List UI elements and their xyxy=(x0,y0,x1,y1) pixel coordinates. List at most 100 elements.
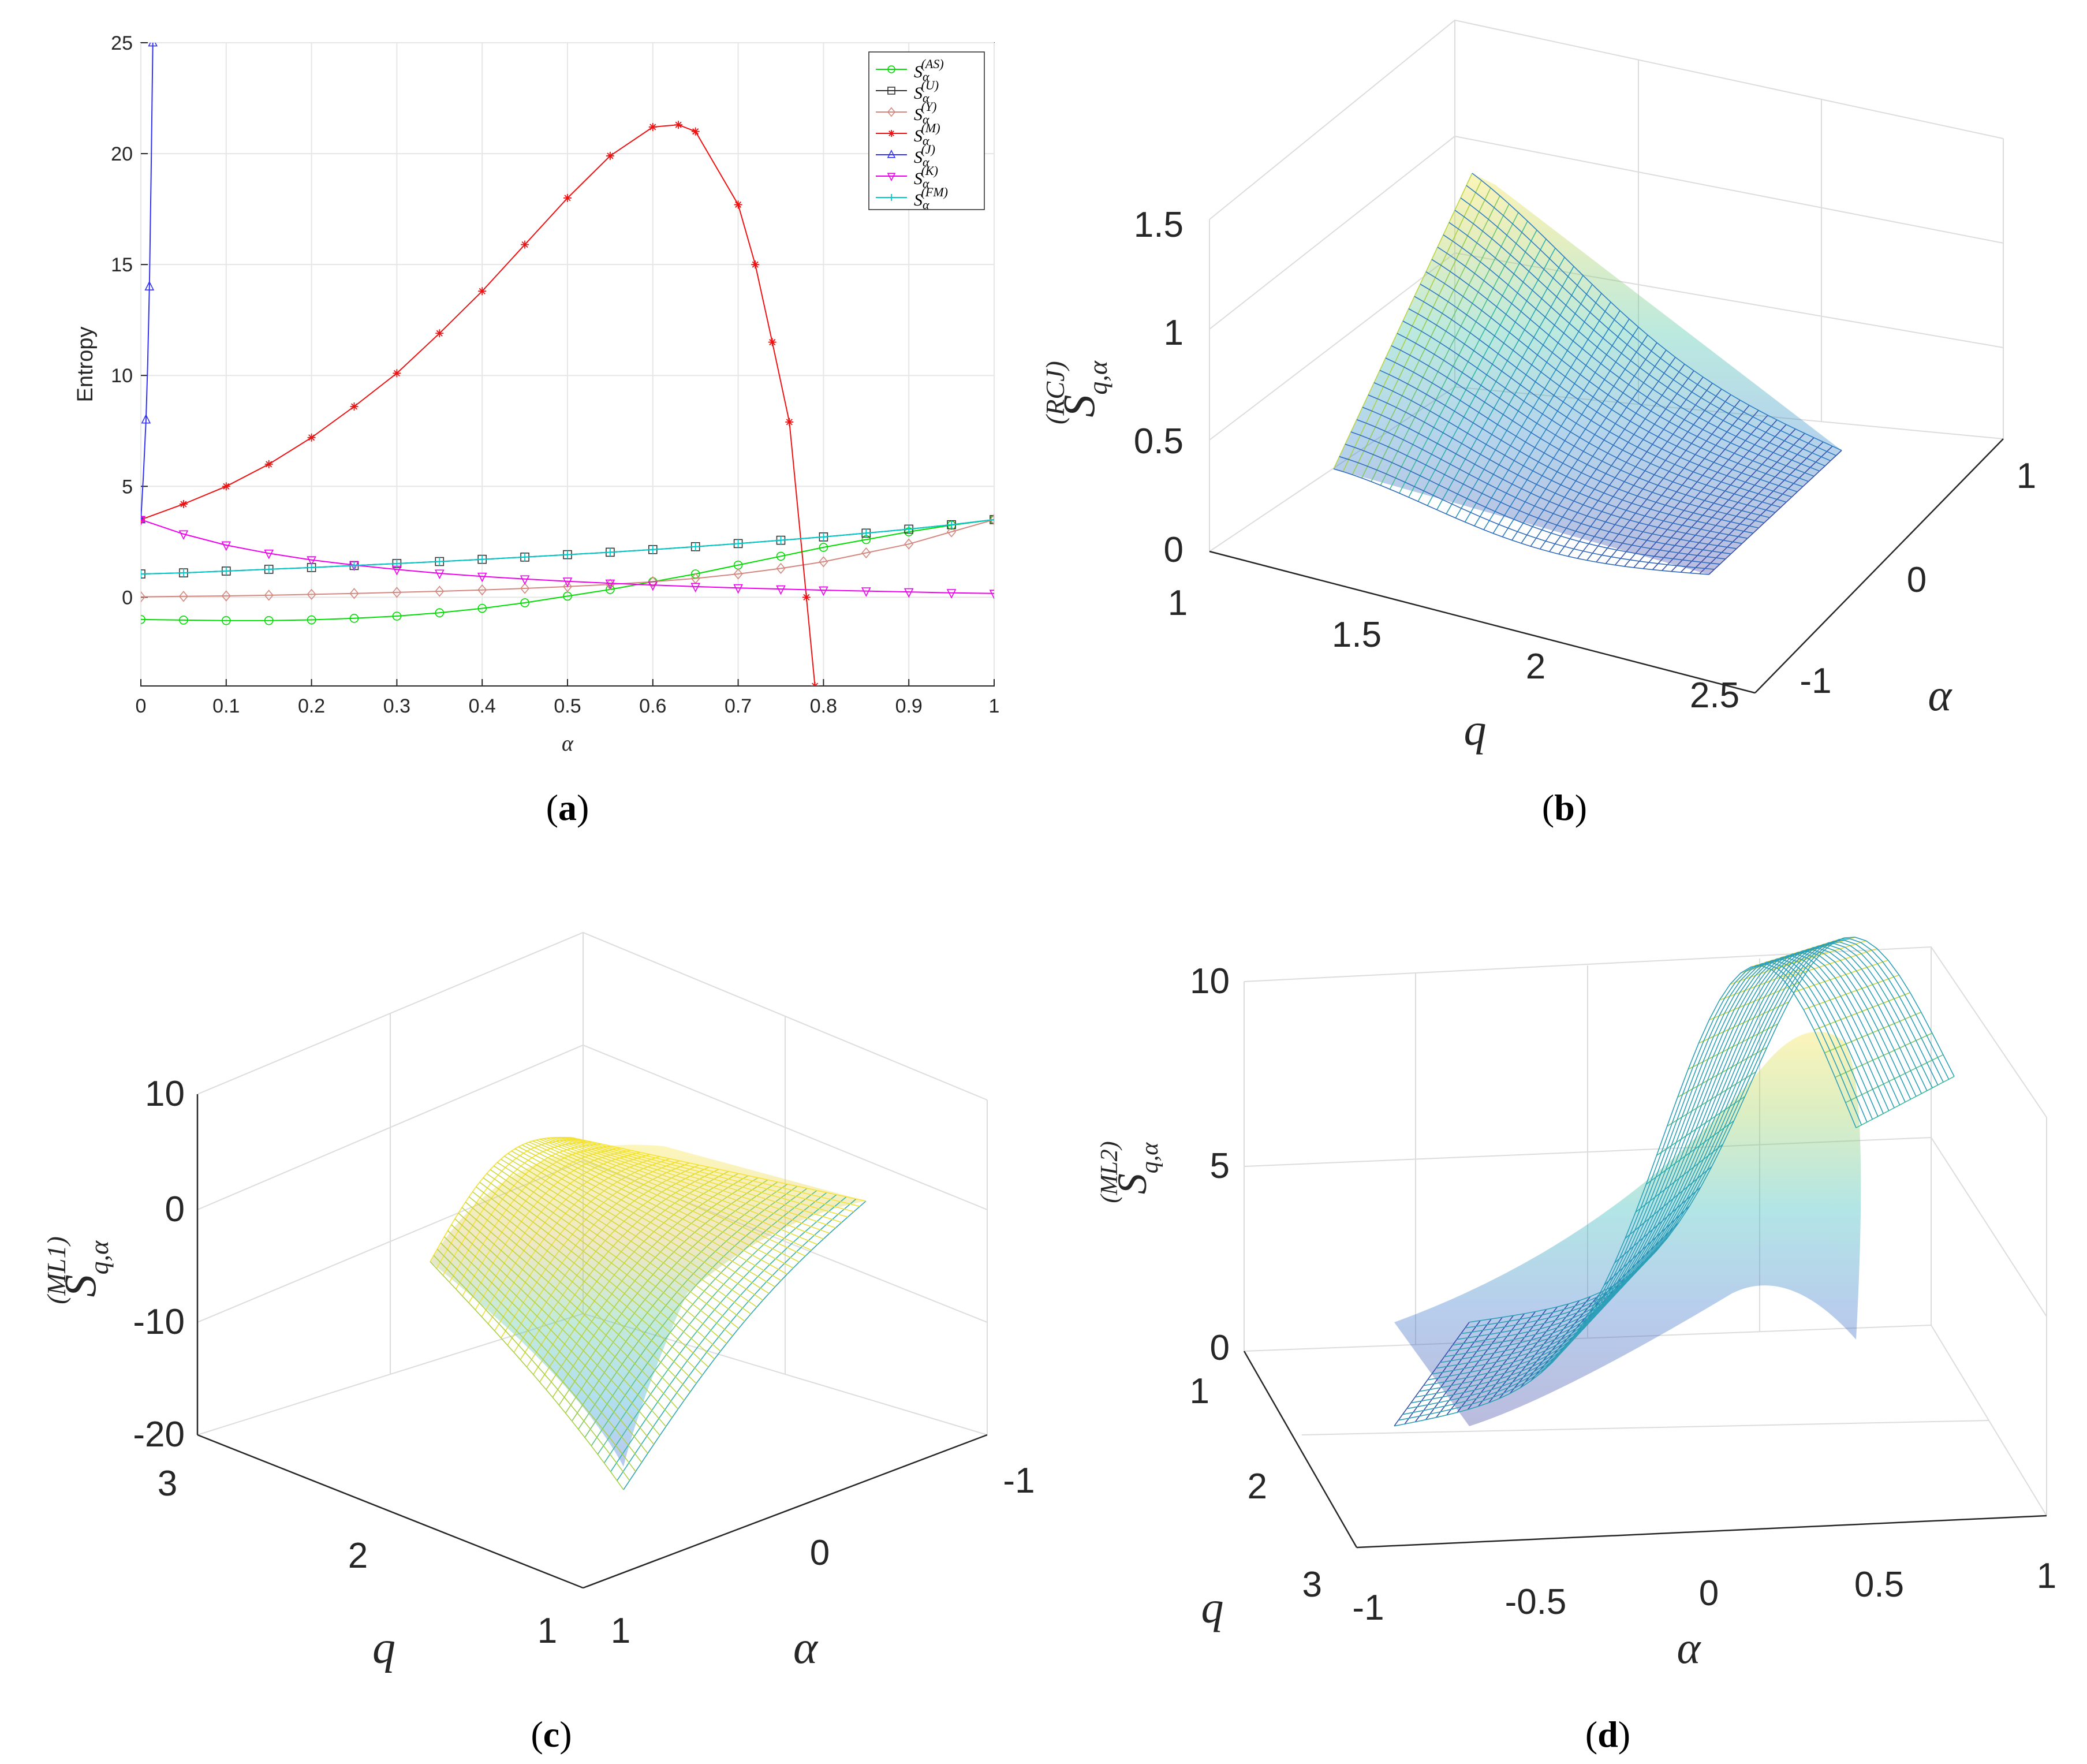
mesh-line-v xyxy=(468,1196,691,1393)
mesh-line-v xyxy=(1414,296,1787,503)
data-point xyxy=(768,338,776,346)
data-point xyxy=(904,588,914,598)
z-tick-d-0: 0 xyxy=(1210,1328,1230,1368)
data-point xyxy=(144,281,155,290)
data-point xyxy=(648,576,658,588)
mesh-line-v xyxy=(1454,210,1825,467)
alpha-tick-c-0: 1 xyxy=(611,1611,630,1651)
data-point xyxy=(393,369,401,378)
mesh-line-v xyxy=(1431,951,1906,1375)
q-tick-b-3: 2.5 xyxy=(1690,676,1739,715)
mesh-line-v xyxy=(1460,197,1831,461)
z-tick-b-3: 1.5 xyxy=(1134,205,1183,245)
data-point xyxy=(521,553,529,561)
mesh-line-v xyxy=(507,1153,757,1308)
mesh-line-v xyxy=(440,1242,643,1463)
mesh-line-v xyxy=(1408,308,1781,508)
data-point xyxy=(776,551,786,561)
legend-entry: Sα(FM) xyxy=(914,185,948,212)
data-point xyxy=(648,545,657,554)
data-point xyxy=(350,561,359,570)
legend-box xyxy=(868,51,985,210)
mesh-line-v xyxy=(486,1173,721,1352)
mesh-line-v xyxy=(543,1138,818,1245)
data-point xyxy=(989,514,994,525)
mesh-line-v xyxy=(1443,234,1815,477)
mesh-line-v xyxy=(1425,271,1798,493)
panel-c: 10 0 -10 -20 3 2 1 1 0 -1 q α Sq,α(ML1) xyxy=(42,931,1035,1673)
legend-marker xyxy=(887,65,895,73)
grid-q-floor-d xyxy=(1301,1420,1989,1435)
data-point xyxy=(733,584,743,594)
axes-lines-b xyxy=(1209,438,2004,694)
caption-a: (a) xyxy=(546,787,589,828)
legend-entry: Sα(Y) xyxy=(914,99,936,126)
mesh-line-v xyxy=(554,1137,836,1229)
legend-entry: Sα(AS) xyxy=(914,57,944,84)
mesh-line-v xyxy=(1466,185,1836,456)
legend-marker xyxy=(887,87,895,95)
q-ticks-d: 1 2 3 xyxy=(1190,1371,1322,1605)
alpha-axis-line-d xyxy=(1356,1515,2047,1549)
q-tick-c-1: 2 xyxy=(348,1536,368,1576)
series-line-k xyxy=(141,519,994,594)
data-point xyxy=(307,588,316,601)
panel-b: 0 0.5 1 1.5 1 1.5 2 2.5 -1 0 1 q α Sq,α(… xyxy=(1040,19,2036,755)
data-point xyxy=(141,516,146,526)
legend-entry: Sα(M) xyxy=(914,121,940,148)
mesh-line-v xyxy=(451,1224,660,1436)
data-point xyxy=(946,589,957,599)
mesh-line-v xyxy=(1440,948,1917,1363)
mesh-line-v xyxy=(511,1150,763,1301)
data-point xyxy=(141,413,151,424)
grid-z-5-d xyxy=(1244,1136,2047,1317)
data-point xyxy=(819,586,828,596)
data-point xyxy=(733,568,743,580)
data-point xyxy=(563,193,572,202)
x-tick-label-a: 0.1 xyxy=(212,695,240,717)
mesh-line-v xyxy=(443,1236,648,1454)
mesh-line-v xyxy=(1423,954,1895,1386)
data-point xyxy=(990,515,994,524)
caption-c: (c) xyxy=(531,1714,572,1755)
alpha-tick-d-4: 1 xyxy=(2037,1556,2056,1596)
z-ticks-d: 0 5 10 xyxy=(1190,961,1230,1368)
data-point xyxy=(141,513,146,524)
mesh-line-v xyxy=(1427,952,1901,1381)
data-point xyxy=(221,590,231,602)
alpha-axis-label-d: α xyxy=(1677,1623,1702,1673)
data-point xyxy=(477,584,487,596)
mesh-line-v xyxy=(1448,945,1928,1352)
y-tick-label-a: 10 xyxy=(111,365,133,387)
mesh-line-v xyxy=(1436,949,1911,1369)
mesh-line-v xyxy=(476,1186,703,1376)
mesh-line-v xyxy=(1406,960,1873,1409)
data-point xyxy=(785,417,794,426)
data-point xyxy=(307,433,316,442)
mesh-line-v xyxy=(447,1230,655,1445)
q-axis-line-d xyxy=(1243,1351,1358,1548)
mesh-line-v xyxy=(561,1137,848,1218)
mesh-line-v xyxy=(557,1137,842,1223)
data-point xyxy=(435,557,444,566)
data-point xyxy=(648,581,658,591)
svg-text:Sq,α(ML1): Sq,α(ML1) xyxy=(42,1236,114,1304)
data-point xyxy=(264,590,274,601)
q-axis-label-b: q xyxy=(1464,704,1487,755)
data-point xyxy=(349,588,359,599)
mesh-line-v xyxy=(1448,222,1820,472)
mesh-line-v xyxy=(1350,431,1726,560)
data-point xyxy=(862,529,871,538)
data-point xyxy=(606,548,614,557)
data-point xyxy=(435,585,445,597)
y-tick-label-a: 25 xyxy=(111,32,133,54)
alpha-tick-d-0: -1 xyxy=(1352,1588,1384,1628)
data-point xyxy=(141,614,145,624)
panel-a: 0 0.1 0.2 0.3 0.4 0.5 0.6 0.7 0.8 0.9 10510152025 … xyxy=(73,32,999,756)
svg-text:Sq,α(ML2): Sq,α(ML2) xyxy=(1096,1141,1163,1203)
q-ticks-b: 1 1.5 2 2.5 xyxy=(1168,583,1739,715)
data-point xyxy=(221,541,232,551)
data-point xyxy=(905,525,913,534)
data-point xyxy=(605,579,615,590)
y-tick-label-a: 5 xyxy=(122,476,133,498)
